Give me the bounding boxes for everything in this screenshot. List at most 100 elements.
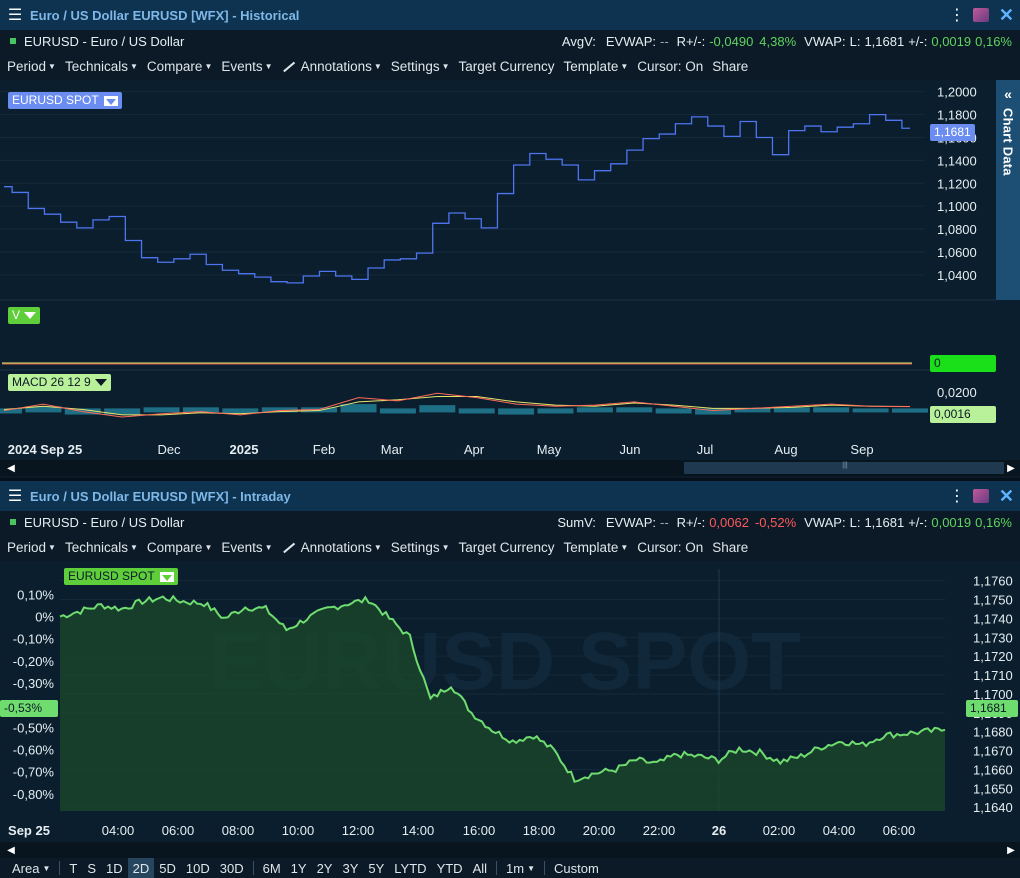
time-tick-label: Sep 25 [8, 823, 50, 838]
price-tick-label: 1,1750 [973, 593, 1013, 608]
interval-menu[interactable]: 1m ▼ [506, 860, 535, 876]
percent-tick-label: -0,20% [13, 654, 55, 669]
price-tick-label: 1,0600 [937, 245, 977, 260]
scroll-thumb[interactable] [684, 462, 1004, 474]
symbol-color-swatch [10, 38, 16, 44]
historical-scrollbar[interactable]: ◀ ||| ▶ [0, 460, 1020, 476]
price-tick-label: 1,1200 [937, 176, 977, 191]
share-button[interactable]: Share [712, 58, 749, 74]
hamburger-menu-icon[interactable]: ☰ [7, 7, 23, 24]
scroll-right-icon[interactable]: ▶ [1007, 844, 1015, 856]
technicals-menu[interactable]: Technicals ▼ [64, 539, 138, 555]
template-menu[interactable]: Template ▼ [563, 539, 629, 555]
more-options-icon[interactable]: ⋮ [948, 488, 965, 505]
range-button-s[interactable]: S [87, 860, 97, 876]
change-label: +/-: [908, 33, 928, 49]
price-tick-label: 1,1720 [973, 649, 1013, 664]
period-menu[interactable]: Period ▼ [7, 58, 56, 74]
target-currency-button[interactable]: Target Currency [458, 58, 555, 74]
range-button-2d[interactable]: 2D [127, 858, 155, 878]
historical-titlebar: ☰ Euro / US Dollar EURUSD [WFX] - Histor… [0, 0, 1020, 30]
series-badge[interactable]: EURUSD SPOT [8, 92, 122, 109]
percent-tick-label: -0,60% [13, 743, 55, 758]
macd-hist-bar [813, 407, 850, 413]
price-tick-label: 1,1700 [973, 687, 1013, 702]
close-icon[interactable]: ✕ [998, 4, 1014, 25]
time-tick-label: 18:00 [523, 823, 556, 838]
annotations-menu[interactable]: Annotations ▼ [282, 59, 382, 74]
intraday-chart-svg[interactable]: EURUSD SPOT 1,17601,17501,17401,17301,17… [0, 561, 1020, 842]
evwap-label: EVWAP: [605, 33, 656, 49]
technicals-menu[interactable]: Technicals ▼ [64, 58, 138, 74]
range-button-lytd[interactable]: LYTD [394, 860, 427, 876]
r-percent: 4,38% [759, 33, 797, 49]
change-label: +/-: [908, 514, 928, 530]
time-tick-label: 20:00 [583, 823, 616, 838]
macd-hist-bar [852, 408, 889, 413]
r-value: 0,0062 [709, 514, 749, 530]
time-tick-label: Sep [850, 442, 873, 457]
link-icon[interactable] [972, 8, 989, 22]
historical-panel: ☰ Euro / US Dollar EURUSD [WFX] - Histor… [0, 0, 1020, 476]
volume-badge[interactable]: V [8, 307, 41, 324]
range-button-6m[interactable]: 6M [262, 860, 281, 876]
events-menu[interactable]: Events ▼ [221, 539, 273, 555]
annotations-menu[interactable]: Annotations ▼ [282, 540, 382, 555]
range-buttons: T S 1D 2D 5D 10D 30D 6M 1Y 2Y 3Y 5Y LYTD YTD All [64, 858, 492, 878]
time-tick-label: 02:00 [763, 823, 796, 838]
r-value: -0,0490 [709, 33, 754, 49]
pencil-icon [282, 542, 295, 554]
time-tick-label: Mar [381, 442, 404, 457]
historical-chart-svg[interactable]: 1,20001,18001,16001,14001,12001,10001,08… [0, 80, 1020, 460]
target-currency-button[interactable]: Target Currency [458, 539, 555, 555]
range-button-t[interactable]: T [69, 860, 78, 876]
range-button-5d[interactable]: 5D [159, 860, 176, 876]
custom-range-button[interactable]: Custom [554, 860, 599, 876]
range-button-ytd[interactable]: YTD [436, 860, 463, 876]
range-button-10d[interactable]: 10D [185, 860, 210, 876]
compare-menu[interactable]: Compare ▼ [146, 58, 213, 74]
intraday-scrollbar[interactable]: ◀ ▶ [0, 842, 1020, 858]
close-icon[interactable]: ✕ [998, 485, 1014, 506]
range-button-30d[interactable]: 30D [219, 860, 244, 876]
percent-tick-label: -0,30% [13, 676, 55, 691]
intraday-info-bar: EURUSD - Euro / US Dollar SumV: EVWAP: -… [0, 511, 1020, 533]
settings-menu[interactable]: Settings ▼ [390, 58, 450, 74]
share-button[interactable]: Share [712, 539, 749, 555]
scroll-left-icon[interactable]: ◀ [7, 844, 15, 856]
scroll-right-icon[interactable]: ▶ [1007, 462, 1015, 474]
range-button-2y[interactable]: 2Y [316, 860, 333, 876]
range-button-1d[interactable]: 1D [106, 860, 123, 876]
panel-separator [0, 478, 1020, 481]
r-label: R+/-: [676, 514, 706, 530]
scroll-left-icon[interactable]: ◀ [7, 462, 15, 474]
series-badge[interactable]: EURUSD SPOT [64, 568, 178, 585]
historical-chart-area[interactable]: 1,20001,18001,16001,14001,12001,10001,08… [0, 80, 1020, 460]
intraday-chart-area[interactable]: EURUSD SPOT 1,1760 1,1750 1,1740 1,1730 1,17… [0, 561, 1020, 842]
period-menu[interactable]: Period ▼ [7, 539, 56, 555]
link-icon[interactable] [972, 489, 989, 503]
hamburger-menu-icon[interactable]: ☰ [7, 488, 23, 505]
pencil-icon [282, 61, 295, 73]
more-options-icon[interactable]: ⋮ [948, 7, 965, 24]
range-button-1y[interactable]: 1Y [290, 860, 307, 876]
chart-data-tab[interactable]: « Chart Data [996, 80, 1020, 300]
settings-menu[interactable]: Settings ▼ [390, 539, 450, 555]
range-divider [496, 861, 498, 875]
price-tick-label: 1,1650 [973, 781, 1013, 796]
macd-hist-bar [104, 408, 141, 415]
events-menu[interactable]: Events ▼ [221, 58, 273, 74]
macd-hist-bar [25, 406, 62, 413]
template-menu[interactable]: Template ▼ [563, 58, 629, 74]
chart-type-menu[interactable]: Area ▼ [12, 860, 51, 876]
range-button-3y[interactable]: 3Y [342, 860, 359, 876]
macd-hist-bar [340, 404, 377, 413]
compare-menu[interactable]: Compare ▼ [146, 539, 213, 555]
price-grid [0, 91, 925, 276]
cursor-toggle[interactable]: Cursor: On [637, 58, 704, 74]
range-button-all[interactable]: All [472, 860, 488, 876]
price-tick-label: 1,1710 [973, 668, 1013, 683]
cursor-toggle[interactable]: Cursor: On [637, 539, 704, 555]
macd-badge[interactable]: MACD 26 12 9 [8, 374, 111, 391]
range-button-5y[interactable]: 5Y [368, 860, 385, 876]
